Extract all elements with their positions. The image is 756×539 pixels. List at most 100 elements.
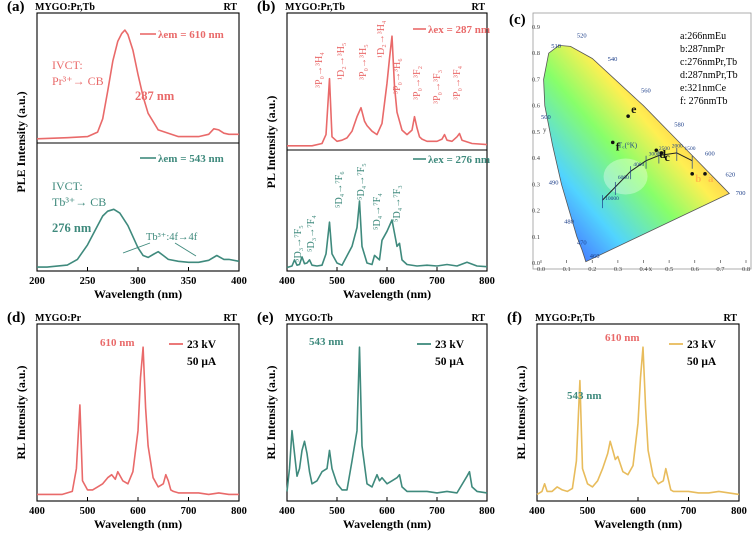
cie-legend-4: e:321nmCe (680, 83, 727, 94)
peak-label-276nm: 276 nm (52, 221, 92, 235)
x-tick-label-e-2: 600 (379, 506, 395, 517)
cie-legend-5: f: 276nmTb (680, 96, 728, 107)
cie-wavelength-480: 480 (564, 219, 574, 226)
sample-label-b: MYGO:Pr,Tb (285, 2, 345, 13)
transition-label-tb-0: ⁵D₃→⁷F₅ (293, 225, 304, 262)
cie-point-c (659, 151, 664, 155)
cie-y-tick-label-8: 0.8 (532, 50, 540, 57)
y-axis-label-b: PL Intensity (a.u.) (264, 96, 278, 189)
cie-point-d (654, 148, 659, 153)
legend-current-d: 50 μA (187, 356, 217, 368)
cie-horseshoe (543, 44, 730, 263)
cie-wavelength-500: 500 (541, 114, 551, 121)
x-tick-label-a-4: 400 (231, 276, 247, 287)
rt-label-e: RT (471, 313, 485, 324)
tc-label: T꜀(°K) (618, 142, 638, 150)
x-tick-label-a-3: 350 (181, 276, 197, 287)
cie-point-f (610, 140, 615, 145)
ple-curve-em610 (36, 29, 239, 140)
sample-label-e: MYGO:Tb (285, 313, 333, 324)
cct-label-4000: 4000 (633, 162, 644, 168)
x-tick-label-f-3: 700 (681, 506, 697, 517)
x-tick-label-d-0: 400 (29, 506, 45, 517)
transition-label-tb-2: ⁵D₄→⁷F₆ (334, 171, 345, 208)
cie-wavelength-510: 510 (551, 43, 561, 50)
transition-label-tb-5: ⁵D₄→⁷F₃ (392, 185, 403, 222)
cie-y-tick-label-4: 0.4 (532, 155, 541, 162)
cie-y-label: y (543, 126, 547, 134)
transition-label-tb-1: ⁵D₃→⁷F₄ (306, 215, 317, 252)
ivct-transition-pr: Pr³⁺→ CB (52, 74, 104, 88)
cie-point-e (626, 114, 630, 118)
rt-label-f: RT (723, 313, 737, 324)
x-tick-label-b-0: 400 (279, 276, 295, 287)
x-tick-label-e-1: 500 (329, 506, 345, 517)
cie-point-a (703, 172, 707, 176)
legend-voltage-d: 23 kV (187, 339, 217, 351)
peak-label-610nm-d: 610 nm (100, 337, 135, 349)
tb-4f-arrow-2 (174, 242, 197, 257)
transition-label-pr-4: ³P₀→³H₆ (392, 58, 403, 94)
cie-point-label-a: a (708, 173, 714, 185)
x-tick-label-b-4: 800 (479, 276, 495, 287)
peak-label-610nm-f: 610 nm (605, 332, 640, 344)
x-tick-label-b-1: 500 (329, 276, 345, 287)
panel-label-c: (c) (509, 12, 526, 28)
pl-curve-ex287 (287, 35, 488, 147)
legend-em610: λem = 610 nm (158, 29, 224, 41)
ivct-label-tb: IVCT: (52, 179, 83, 193)
cie-legend-0: a:266nmEu (680, 31, 726, 42)
rl-curve-e (286, 346, 488, 494)
legend-ex287: λex = 287 nm (428, 24, 490, 36)
cie-x-tick-label-4: 0.4 (639, 266, 648, 273)
legend-em543: λem = 543 nm (158, 153, 224, 165)
x-tick-label-d-2: 600 (130, 506, 146, 517)
cie-wavelength-490: 490 (549, 179, 559, 186)
x-tick-label-a-2: 300 (130, 276, 146, 287)
cie-y-tick-label-6: 0.6 (532, 103, 541, 110)
x-axis-label-a: Wavelength (nm) (94, 287, 182, 301)
legend-voltage-f: 23 kV (687, 339, 717, 351)
rt-label-d: RT (223, 313, 237, 324)
x-tick-label-d-4: 800 (231, 506, 247, 517)
transition-label-pr-7: ³P₀→³F₄ (452, 65, 463, 100)
transition-label-tb-4: ⁵D₄→⁷F₄ (372, 193, 383, 230)
transition-label-pr-0: ³P₀→³H₄ (314, 52, 325, 88)
rl-curve-f (536, 346, 740, 496)
cie-y-tick-label-1: 0.1 (532, 234, 540, 241)
cie-wavelength-700: 700 (736, 190, 746, 197)
sample-label-f: MYGO:Pr,Tb (535, 313, 595, 324)
cie-y-tick-label-7: 0.7 (532, 76, 541, 83)
ivct-label-pr: IVCT: (52, 58, 83, 72)
cie-wavelength-560: 560 (641, 88, 651, 95)
cie-legend-2: c:276nmPr,Tb (680, 57, 737, 68)
cie-point-label-f: f (616, 139, 621, 153)
cct-label-6000: 6000 (618, 175, 629, 181)
cie-x-tick-label-8: 0.8 (742, 266, 750, 273)
y-axis-label-a: PLE Intensity (a.u.) (14, 91, 28, 192)
sample-label-d: MYGO:Pr (35, 313, 82, 324)
x-tick-label-f-0: 400 (529, 506, 545, 517)
x-tick-label-b-2: 600 (379, 276, 395, 287)
x-tick-label-a-1: 250 (80, 276, 96, 287)
peak-label-543nm-f: 543 nm (567, 390, 602, 402)
legend-ex276: λex = 276 nm (428, 154, 490, 166)
legend-current-f: 50 μA (687, 356, 717, 368)
tb-4f-arrow-1 (122, 242, 151, 254)
x-tick-label-b-3: 700 (429, 276, 445, 287)
pl-curve-ex276 (286, 200, 488, 269)
cie-point-label-e: e (631, 102, 637, 116)
x-tick-label-e-0: 400 (279, 506, 295, 517)
cie-x-label: x (649, 265, 653, 273)
rt-label-a: RT (223, 2, 237, 13)
cie-x-tick-label-3: 0.3 (614, 266, 622, 273)
cie-y-tick-label-9: 0.9 (532, 24, 540, 31)
cie-wavelength-520: 520 (577, 32, 587, 39)
cie-x-tick-label-7: 0.7 (716, 266, 725, 273)
cct-label-2000: 2000 (672, 144, 683, 150)
cie-x-tick-label-6: 0.6 (691, 266, 700, 273)
x-tick-label-e-3: 700 (429, 506, 445, 517)
cie-point-label-d: d (659, 147, 666, 161)
legend-current-e: 50 μA (435, 356, 465, 368)
cct-label-2500: 2500 (659, 146, 670, 152)
